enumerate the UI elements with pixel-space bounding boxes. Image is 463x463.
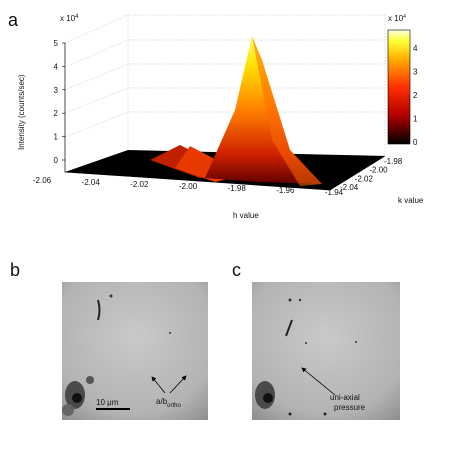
- h-tick-label: -1.96: [276, 186, 295, 195]
- z-tick-label: 5: [54, 39, 59, 48]
- k-tick-label: -2.02: [355, 174, 374, 183]
- z-tick-label: 0: [54, 156, 59, 165]
- h-tick-label: -2.06: [33, 176, 52, 185]
- plot-box: [64, 14, 386, 191]
- micrograph-b: [62, 282, 208, 420]
- panel-label: a: [8, 10, 19, 30]
- colorbar-tick-label: 1: [413, 115, 418, 124]
- z-tick-label: 1: [54, 133, 59, 142]
- k-label: k value: [398, 196, 424, 205]
- h-tick-label: -1.94: [325, 188, 344, 197]
- panel-label: b: [10, 260, 20, 280]
- h-tick-label: -2.00: [179, 182, 198, 191]
- colorbar: [387, 29, 411, 145]
- colorbar-tick-label: 4: [413, 44, 418, 53]
- h-tick-label: -1.98: [228, 184, 247, 193]
- z-label: Intensity (counts/sec): [17, 74, 26, 150]
- colorbar-exponent: x 104: [388, 14, 406, 23]
- colorbar-tick-label: 3: [413, 68, 418, 77]
- colorbar-tick-label: 0: [413, 138, 418, 147]
- k-tick-label: -1.98: [384, 157, 403, 166]
- h-label: h value: [233, 211, 259, 220]
- h-tick-label: -2.04: [82, 178, 101, 187]
- z-exponent: x 104: [60, 14, 79, 23]
- arrow-label: uni-axial: [330, 393, 360, 402]
- colorbar-tick-label: 2: [413, 91, 418, 100]
- z-tick-label: 2: [54, 109, 59, 118]
- arrow-label: pressure: [334, 403, 366, 412]
- micrograph-c: [252, 282, 400, 420]
- h-tick-label: -2.02: [130, 180, 149, 189]
- k-tick-label: -2.04: [340, 183, 359, 192]
- z-tick-label: 3: [54, 86, 59, 95]
- z-tick-label: 4: [54, 62, 59, 71]
- panel-label: c: [232, 260, 241, 280]
- k-tick-label: -2.00: [369, 166, 388, 175]
- scale-bar-label: 10 μm: [96, 398, 119, 407]
- arrow-label: a/bortho: [156, 397, 181, 409]
